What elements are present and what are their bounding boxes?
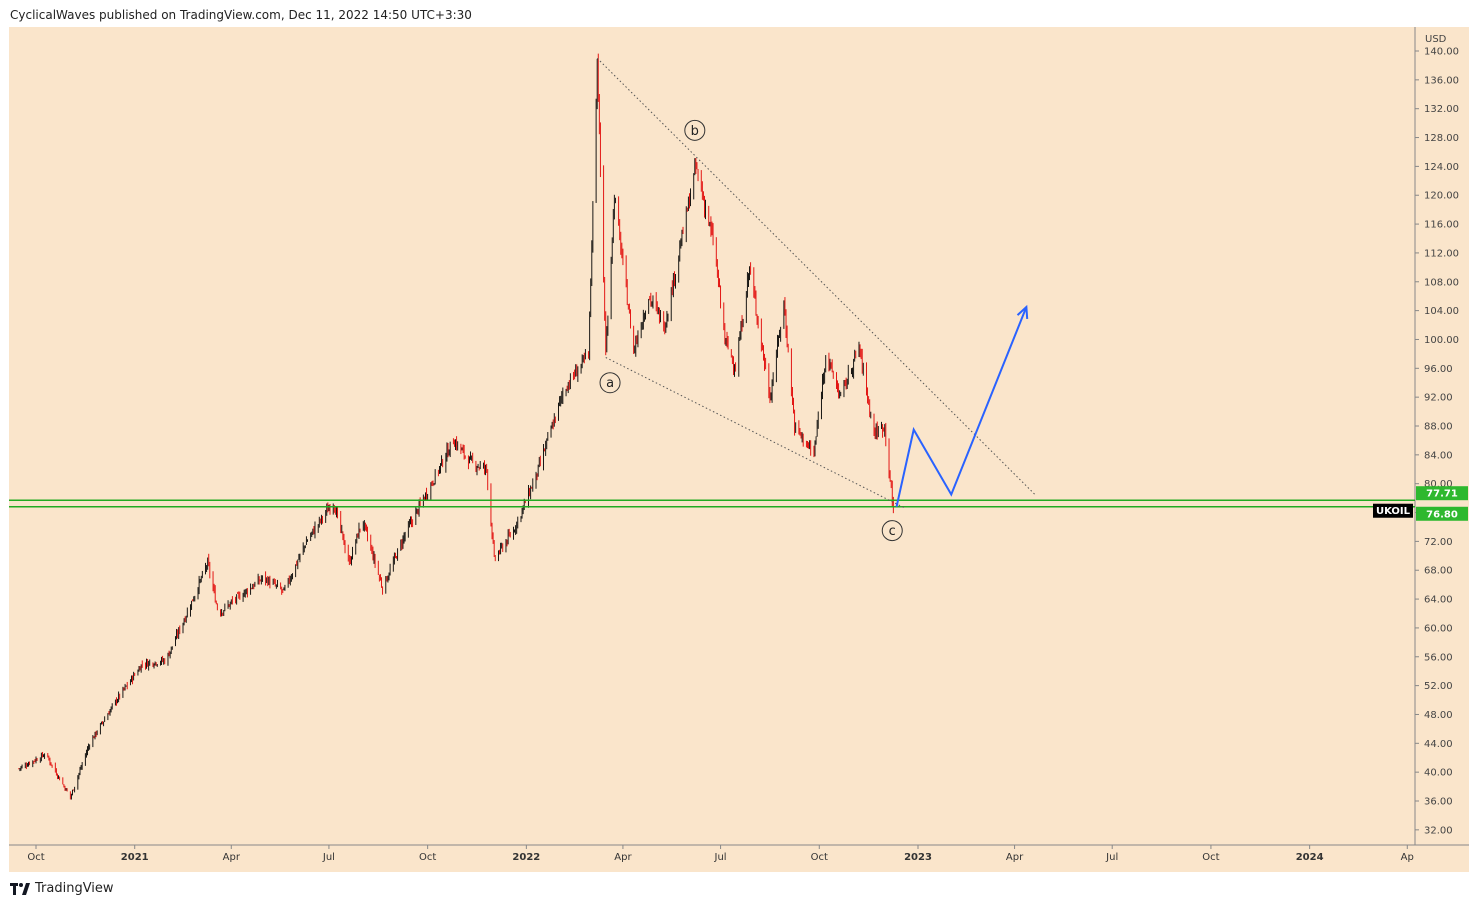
y-tick-label: 116.00 xyxy=(1424,220,1459,231)
projection-arrow-head xyxy=(1016,304,1029,320)
y-tick-label: 44.00 xyxy=(1424,739,1453,750)
wave-label-c: c xyxy=(889,524,896,539)
y-tick-label: 136.00 xyxy=(1424,75,1459,86)
y-tick-label: 64.00 xyxy=(1424,595,1453,606)
wave-label-b: b xyxy=(691,124,699,139)
x-tick-label: Ap xyxy=(1401,852,1414,863)
y-tick-label: 100.00 xyxy=(1424,335,1459,346)
x-tick-label: 2021 xyxy=(121,852,149,863)
wedge-trendline[interactable] xyxy=(596,57,1036,495)
y-tick-label: 96.00 xyxy=(1424,364,1453,375)
tradingview-footer[interactable]: TradingView xyxy=(10,881,114,896)
currency-label: USD xyxy=(1425,34,1447,45)
candles-group xyxy=(18,53,894,800)
tradingview-logo-icon xyxy=(10,882,30,895)
x-tick-label: 2024 xyxy=(1296,852,1324,863)
y-tick-label: 36.00 xyxy=(1424,797,1453,808)
chart-area[interactable] xyxy=(9,27,1469,872)
x-tick-label: Jul xyxy=(714,852,727,863)
price-tag xyxy=(1416,486,1468,501)
y-tick-label: 48.00 xyxy=(1424,710,1453,721)
y-tick-label: 92.00 xyxy=(1424,393,1453,404)
y-tick-label: 120.00 xyxy=(1424,191,1459,202)
x-tick-label: Apr xyxy=(223,852,241,863)
wave-label-circle[interactable] xyxy=(599,372,621,394)
wave-label-a: a xyxy=(606,376,614,391)
symbol-tag-label: UKOIL xyxy=(1376,506,1411,517)
y-tick-label: 88.00 xyxy=(1424,422,1453,433)
tradingview-brand: TradingView xyxy=(35,881,114,896)
y-tick-label: 140.00 xyxy=(1424,47,1459,58)
y-tick-label: 52.00 xyxy=(1424,681,1453,692)
x-tick-label: Apr xyxy=(614,852,632,863)
y-tick-label: 56.00 xyxy=(1424,652,1453,663)
y-tick-label: 84.00 xyxy=(1424,450,1453,461)
x-tick-label: Oct xyxy=(811,852,828,863)
price-tag xyxy=(1416,506,1468,521)
y-tick-label: 108.00 xyxy=(1424,277,1459,288)
y-tick-label: 112.00 xyxy=(1424,248,1459,259)
price-tag-label: 77.71 xyxy=(1426,489,1458,500)
y-tick-label: 60.00 xyxy=(1424,623,1453,634)
y-tick-label: 132.00 xyxy=(1424,104,1459,115)
x-tick-label: Jul xyxy=(322,852,335,863)
symbol-tag[interactable] xyxy=(1373,503,1413,518)
y-tick-label: 128.00 xyxy=(1424,133,1459,144)
wave-label-circle[interactable] xyxy=(881,520,903,542)
wave-label-circle[interactable] xyxy=(684,119,706,141)
price-tag-label: 76.80 xyxy=(1426,509,1458,520)
x-tick-label: Oct xyxy=(419,852,436,863)
y-tick-label: 40.00 xyxy=(1424,768,1453,779)
publish-header: CyclicalWaves published on TradingView.c… xyxy=(10,8,472,22)
y-tick-label: 104.00 xyxy=(1424,306,1459,317)
y-tick-label: 68.00 xyxy=(1424,566,1453,577)
x-tick-label: 2022 xyxy=(512,852,540,863)
y-tick-label: 72.00 xyxy=(1424,537,1453,548)
wedge-trendline[interactable] xyxy=(605,357,906,509)
x-tick-label: 2023 xyxy=(904,852,932,863)
x-tick-label: Apr xyxy=(1006,852,1024,863)
x-tick-label: Jul xyxy=(1105,852,1118,863)
y-tick-label: 32.00 xyxy=(1424,825,1453,836)
x-tick-label: Oct xyxy=(1202,852,1219,863)
projection-path[interactable] xyxy=(895,306,1028,507)
y-tick-label: 124.00 xyxy=(1424,162,1459,173)
y-tick-label: 80.00 xyxy=(1424,479,1453,490)
x-tick-label: Oct xyxy=(27,852,44,863)
